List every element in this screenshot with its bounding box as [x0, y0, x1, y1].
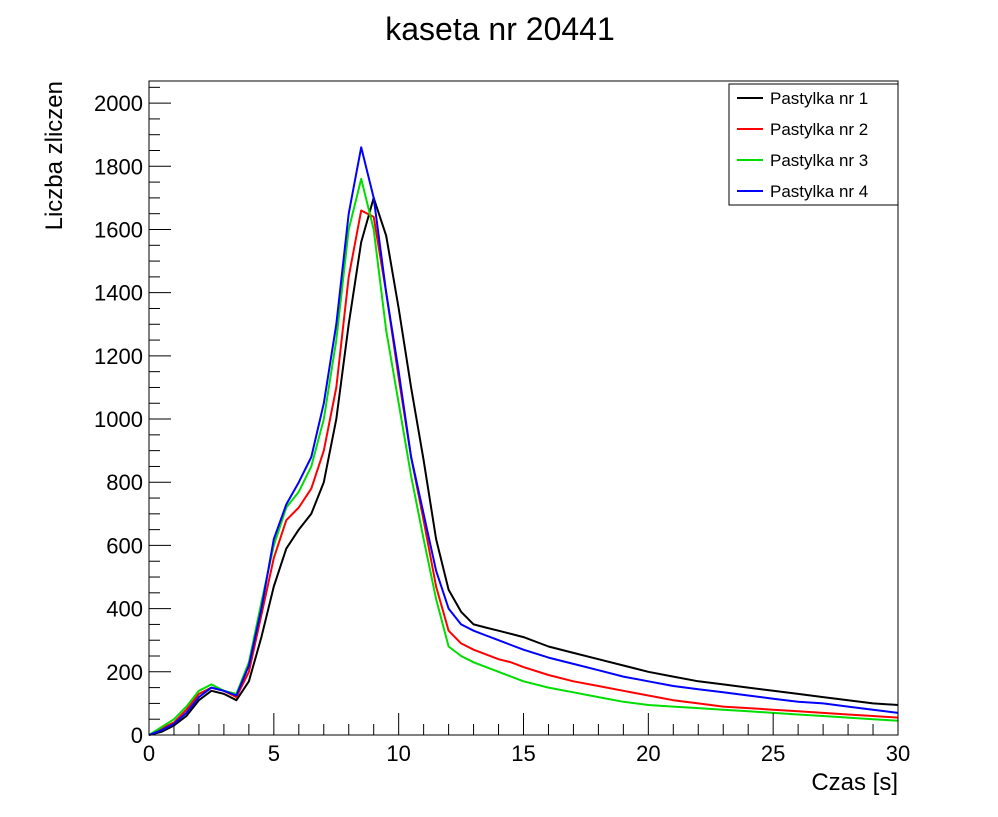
y-tick-label: 1600 — [94, 217, 143, 242]
y-tick-label: 1000 — [94, 407, 143, 432]
x-tick-label: 20 — [636, 741, 660, 766]
legend-label: Pastylka nr 3 — [770, 151, 868, 170]
axes-layer: 0 5 10 15 20 25 30 0 200 400 600 800 1000 1200 1400 160… — [94, 86, 910, 766]
series-line-4 — [148, 146, 899, 736]
legend: Pastylka nr 1 Pastylka nr 2 Pastylka nr 3 P… — [728, 83, 899, 206]
y-tick-label: 1400 — [94, 281, 143, 306]
series-layer — [148, 146, 899, 736]
y-tick-label: 1800 — [94, 154, 143, 179]
x-tick-label: 30 — [886, 741, 910, 766]
series-line-2 — [148, 209, 899, 736]
legend-label: Pastylka nr 2 — [770, 120, 868, 139]
series-line-1 — [148, 196, 899, 736]
x-tick-label: 25 — [761, 741, 785, 766]
x-axis-title: Czas [s] — [811, 769, 898, 796]
chart-title: kaseta nr 20441 — [385, 11, 615, 47]
y-tick-label: 200 — [106, 660, 143, 685]
x-tick-label: 5 — [268, 741, 280, 766]
y-tick-label: 800 — [106, 470, 143, 495]
y-tick-label: 400 — [106, 597, 143, 622]
x-tick-label: 0 — [143, 741, 155, 766]
legend-label: Pastylka nr 4 — [770, 182, 868, 201]
legend-box — [728, 83, 899, 206]
y-tick-label: 0 — [131, 723, 143, 748]
y-tick-label: 600 — [106, 533, 143, 558]
y-axis-title: Liczba zliczen — [41, 81, 68, 230]
legend-label: Pastylka nr 1 — [770, 89, 868, 108]
x-tick-label: 15 — [511, 741, 535, 766]
y-tick-label: 2000 — [94, 91, 143, 116]
y-tick-label: 1200 — [94, 344, 143, 369]
x-tick-label: 10 — [386, 741, 410, 766]
